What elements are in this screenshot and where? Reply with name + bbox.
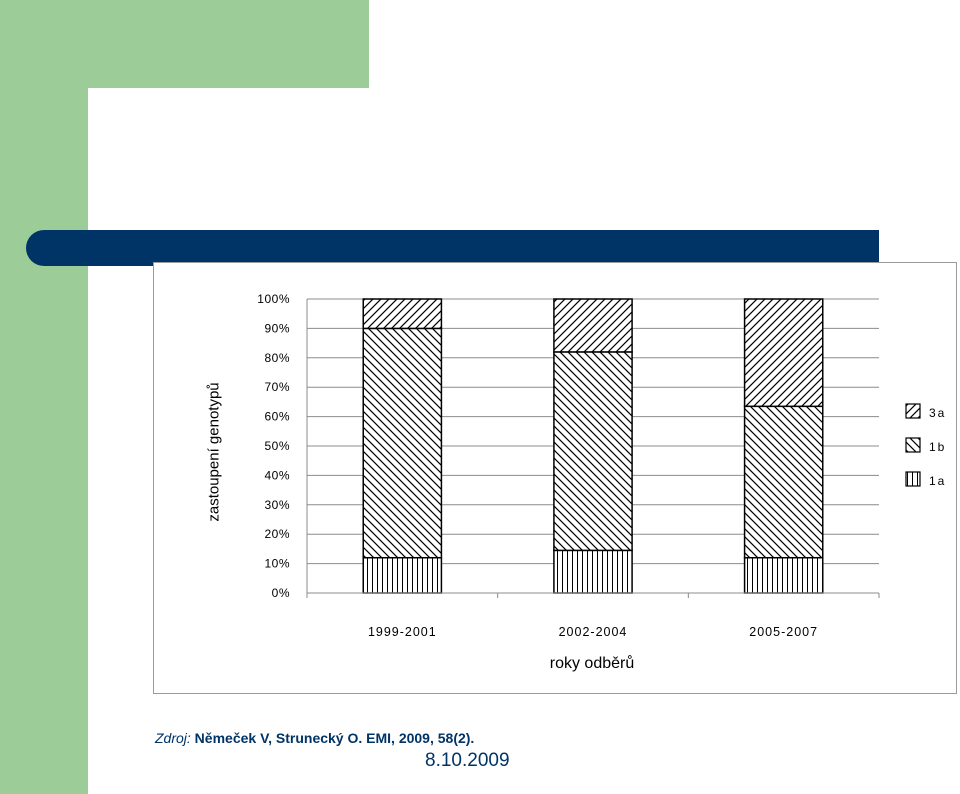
y-tick-label: 90% — [264, 321, 290, 335]
x-tick-labels: 1999-2001 2002-2004 2005-2007 — [368, 625, 818, 639]
y-tick-label: 30% — [264, 498, 290, 512]
legend-swatch-3a — [905, 403, 921, 419]
bar-1a — [362, 556, 443, 594]
decor-green-block — [0, 0, 369, 88]
y-tick-label: 60% — [264, 410, 290, 424]
bar-1b — [743, 405, 824, 559]
x-axis — [306, 299, 880, 598]
y-tick-labels: 0% 10% 20% 30% 40% 50% 60% 70% 80% 90% 100% — [257, 292, 290, 600]
y-tick-label: 80% — [264, 351, 290, 365]
legend-label-1b: 1b — [929, 440, 946, 454]
legend-swatch-1b — [905, 437, 921, 453]
slide-date: 8.10.2009 — [425, 750, 510, 771]
decor-white-curve — [88, 88, 388, 248]
source-reference: Němeček V, Strunecký O. EMI, 2009, 58(2)… — [190, 730, 475, 746]
legend-label-3a: 3a — [929, 406, 946, 420]
bar-segments — [362, 298, 824, 594]
y-tick-label: 50% — [264, 439, 290, 453]
decor-green-side — [0, 88, 88, 794]
source-lead: Zdroj: — [155, 730, 191, 746]
legend-label-1a: 1a — [929, 474, 946, 488]
bar-1a — [743, 556, 824, 594]
y-tick-label: 100% — [257, 292, 290, 306]
bar-3a — [553, 298, 633, 353]
y-tick-label: 70% — [264, 380, 290, 394]
source-citation: Zdroj: Němeček V, Strunecký O. EMI, 2009… — [155, 730, 474, 746]
bar-3a — [743, 298, 824, 408]
bar-1a — [553, 549, 633, 594]
x-tick-label: 2002-2004 — [559, 625, 628, 639]
bar-3a — [362, 298, 443, 330]
x-axis-title: roky odběrů — [550, 654, 635, 672]
legend-swatch-1a — [905, 471, 921, 487]
bar-1b — [362, 327, 443, 559]
x-tick-label: 2005-2007 — [749, 625, 818, 639]
decor-navy-bar — [26, 230, 879, 266]
y-tick-label: 40% — [264, 468, 290, 482]
legend: 3a 1b 1a — [905, 403, 946, 488]
x-tick-label: 1999-2001 — [368, 625, 437, 639]
bar-1b — [553, 351, 633, 552]
y-tick-label: 20% — [264, 527, 290, 541]
y-tick-label: 10% — [264, 557, 290, 571]
y-tick-label: 0% — [272, 586, 290, 600]
